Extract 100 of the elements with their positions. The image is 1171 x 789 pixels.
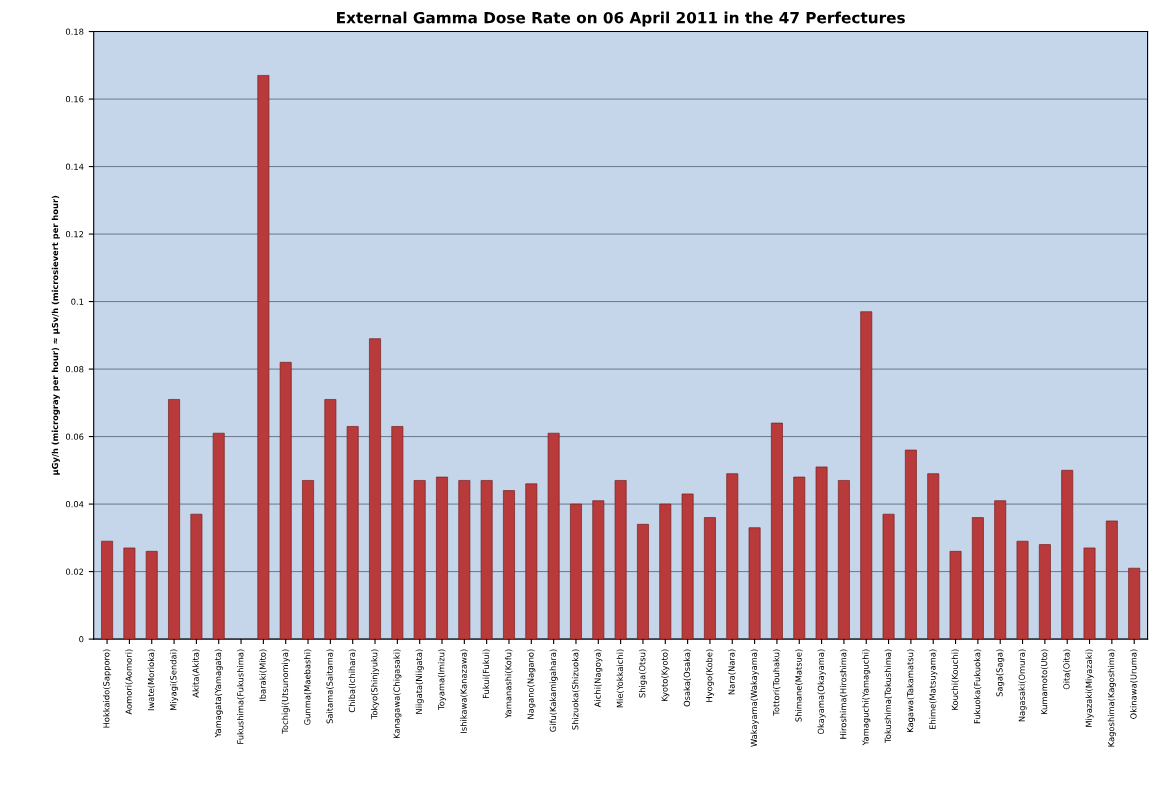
x-tick-label: Tokushima(Tokushima) xyxy=(884,649,892,743)
bar xyxy=(659,503,672,640)
bar xyxy=(279,361,292,640)
y-tick-label: 0.16 xyxy=(65,96,84,103)
bar xyxy=(927,473,940,640)
bar xyxy=(748,527,761,640)
x-tick-label: Tottori(Touhaku) xyxy=(772,649,781,716)
x-tick-label: Yamaguchi(Yamaguchi) xyxy=(862,649,871,746)
bar xyxy=(369,338,381,640)
x-tick-label: Hokkaido(Sapporo) xyxy=(103,649,112,728)
bar xyxy=(123,547,136,640)
y-tick-label: 0.08 xyxy=(65,366,84,373)
y-tick-label: 0.04 xyxy=(65,501,84,508)
x-tick-label: Tokyo(Shinjyuku) xyxy=(370,649,380,720)
bar xyxy=(458,480,471,640)
bar xyxy=(391,426,404,640)
x-tick-label: Nagasaki(Omura) xyxy=(1018,649,1027,722)
x-tick-label: Kanagawa(Chigasaki) xyxy=(393,649,402,739)
x-tick-label: Fukuoka(Fukuoka) xyxy=(973,649,982,724)
x-tick-label: Nara(Nara) xyxy=(728,649,736,695)
bar xyxy=(637,523,649,640)
x-tick-label: Miyagi(Sendai) xyxy=(170,649,179,711)
x-tick-label: Fukui(Fukui) xyxy=(482,649,491,699)
bar xyxy=(145,550,158,640)
x-tick-label: Gifu(Kakamigahara) xyxy=(549,649,558,732)
x-tick-label: Ishikawa(Kanazawa) xyxy=(460,649,468,733)
x-tick-label: Chiba(Ichihara) xyxy=(348,649,357,713)
y-tick-label: 0.18 xyxy=(65,28,84,35)
bar xyxy=(681,493,694,640)
x-tick-label: Aichi(Nagoya) xyxy=(594,649,603,708)
bar xyxy=(1128,567,1141,640)
x-tick-label: Miyazaki(Miyazaki) xyxy=(1085,649,1094,727)
x-tick-label: Ibaraki(Mito) xyxy=(259,649,267,701)
bar xyxy=(771,422,783,640)
y-tick-label: 0.06 xyxy=(65,433,84,440)
x-tick-label: Okayama(Okayama) xyxy=(817,649,826,735)
y-axis-title: µGy/h (microgray per hour) ≈ µSv/h (microsievert per hour) xyxy=(51,195,60,475)
chart-title: External Gamma Dose Rate on 06 April 2011 in the 47 Perfectures xyxy=(337,11,905,27)
bar xyxy=(346,426,359,640)
bar xyxy=(190,513,203,640)
x-tick-label: Wakayama(Wakayama) xyxy=(750,649,759,747)
bar xyxy=(971,517,984,640)
bar xyxy=(525,483,538,640)
x-tick-label: Okinawa(Uruma) xyxy=(1130,649,1138,719)
bar xyxy=(793,476,806,640)
bar xyxy=(837,480,850,640)
bar xyxy=(168,399,180,640)
bar xyxy=(1038,544,1051,640)
bar xyxy=(257,75,270,640)
bar xyxy=(882,513,895,640)
x-tick-label: Tochigi(Utsunomiya) xyxy=(281,649,290,734)
x-tick-label: Saitama(Saitama) xyxy=(326,649,334,724)
x-tick-label: Shimane(Matsue) xyxy=(795,649,803,722)
bar xyxy=(904,449,917,640)
bar xyxy=(704,517,716,640)
bar xyxy=(302,480,314,640)
x-tick-label: Yamanashi(Kofu) xyxy=(504,649,513,719)
y-tick-label: 0.12 xyxy=(65,231,84,238)
bar xyxy=(949,550,962,640)
x-tick-label: Shizuoka(Shizuoka) xyxy=(571,649,580,730)
bar xyxy=(860,311,873,640)
bar xyxy=(503,490,515,640)
x-tick-label: Kyoto(Kyoto) xyxy=(661,649,670,702)
bar xyxy=(1061,469,1074,640)
x-tick-label: Hiroshima(Hiroshima) xyxy=(839,649,848,739)
x-tick-label: Kagoshima(Kagoshima) xyxy=(1107,649,1116,747)
bar xyxy=(547,432,560,640)
x-tick-label: Mie(Yokkaichi) xyxy=(616,649,625,708)
bar xyxy=(614,480,627,640)
bar xyxy=(324,399,337,640)
bar xyxy=(101,540,114,640)
bar xyxy=(994,500,1007,640)
x-tick-label: Kumamoto(Uto) xyxy=(1040,649,1049,715)
x-tick-label: Aomori(Aomori) xyxy=(125,649,133,715)
x-tick-label: Iwate(Morioka) xyxy=(147,649,156,711)
bar xyxy=(436,476,448,640)
x-tick-label: Akita(Akita) xyxy=(192,649,200,698)
bar xyxy=(480,480,493,640)
bar xyxy=(815,466,828,640)
bar xyxy=(726,473,739,640)
bar xyxy=(592,500,605,640)
bar xyxy=(1083,547,1096,640)
x-tick-label: Kouchi(Kouchi) xyxy=(951,649,959,710)
x-tick-label: Fukushima(Fukushima) xyxy=(237,649,245,744)
bar xyxy=(1105,520,1118,640)
x-tick-label: Gunma(Maebashi) xyxy=(304,649,312,725)
x-tick-label: Oita(Oita) xyxy=(1063,649,1071,690)
x-tick-label: Osaka(Osaka) xyxy=(683,649,692,707)
bar xyxy=(212,432,225,640)
x-tick-label: Saga(Saga) xyxy=(996,649,1005,697)
x-tick-label: Niigata(Niigata) xyxy=(415,649,424,714)
bar xyxy=(1016,540,1029,640)
x-tick-label: Nagano(Nagano) xyxy=(527,649,536,719)
x-tick-label: Yamagata(Yamagata) xyxy=(214,649,223,738)
y-tick-label: 0.14 xyxy=(65,163,84,170)
y-tick-label: 0.1 xyxy=(71,298,84,305)
y-tick-label: 0.02 xyxy=(65,568,84,575)
x-tick-label: Hyogo(Kobe) xyxy=(705,649,714,702)
x-tick-label: Shiga(Otsu) xyxy=(638,649,647,698)
x-tick-label: Ehime(Matsuyama) xyxy=(929,649,938,730)
